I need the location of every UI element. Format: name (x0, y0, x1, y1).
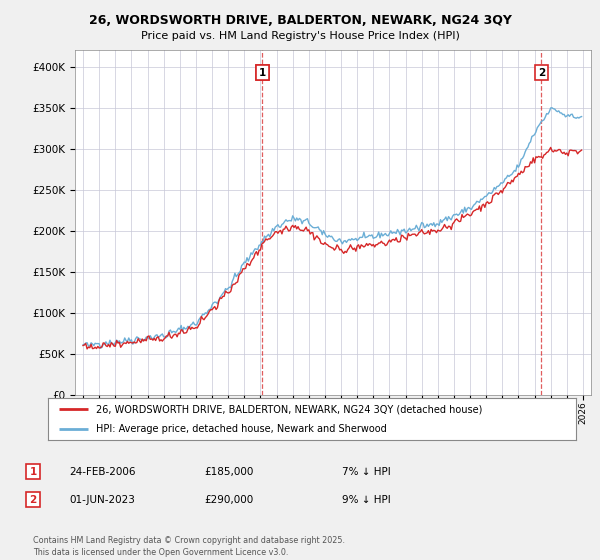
Text: Price paid vs. HM Land Registry's House Price Index (HPI): Price paid vs. HM Land Registry's House … (140, 31, 460, 41)
Text: Contains HM Land Registry data © Crown copyright and database right 2025.
This d: Contains HM Land Registry data © Crown c… (33, 536, 345, 557)
Text: £185,000: £185,000 (204, 466, 253, 477)
Text: 26, WORDSWORTH DRIVE, BALDERTON, NEWARK, NG24 3QY: 26, WORDSWORTH DRIVE, BALDERTON, NEWARK,… (89, 14, 511, 27)
Text: 2: 2 (538, 68, 545, 78)
Text: 7: 7 (259, 68, 266, 78)
Text: 01-JUN-2023: 01-JUN-2023 (69, 494, 135, 505)
Text: 24-FEB-2006: 24-FEB-2006 (69, 466, 136, 477)
Text: 9% ↓ HPI: 9% ↓ HPI (342, 494, 391, 505)
Text: 26, WORDSWORTH DRIVE, BALDERTON, NEWARK, NG24 3QY (detached house): 26, WORDSWORTH DRIVE, BALDERTON, NEWARK,… (95, 404, 482, 414)
Text: 7% ↓ HPI: 7% ↓ HPI (342, 466, 391, 477)
Text: HPI: Average price, detached house, Newark and Sherwood: HPI: Average price, detached house, Newa… (95, 424, 386, 434)
Text: 2: 2 (29, 494, 37, 505)
Text: 1: 1 (259, 68, 266, 78)
Text: £290,000: £290,000 (204, 494, 253, 505)
Text: 1: 1 (29, 466, 37, 477)
